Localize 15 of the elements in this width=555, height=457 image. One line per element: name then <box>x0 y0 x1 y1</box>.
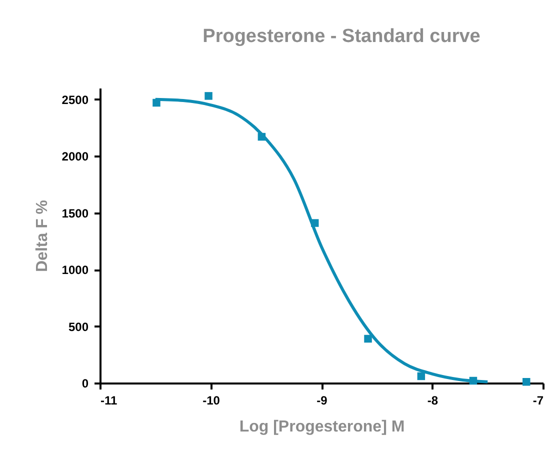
y-tick-label: 1000 <box>62 263 89 278</box>
x-tick-label: -7 <box>532 394 544 408</box>
y-tick-label: 0 <box>82 376 89 390</box>
x-axis-title: Log [Progesterone] M <box>239 418 405 436</box>
y-axis-title: Delta F % <box>34 200 51 272</box>
chart-title: Progesterone - Standard curve <box>202 26 480 47</box>
x-tick-label: -11 <box>100 394 118 408</box>
y-tick-label: 2000 <box>62 150 89 164</box>
y-tick-label: 2500 <box>62 92 89 107</box>
line-series <box>154 98 490 384</box>
y-tick-label: 1500 <box>62 206 89 220</box>
y-tick-label: 500 <box>68 320 89 334</box>
x-tick-label: -8 <box>427 394 438 408</box>
x-tick-label: -9 <box>316 394 328 408</box>
x-tick-label: -10 <box>202 394 220 408</box>
